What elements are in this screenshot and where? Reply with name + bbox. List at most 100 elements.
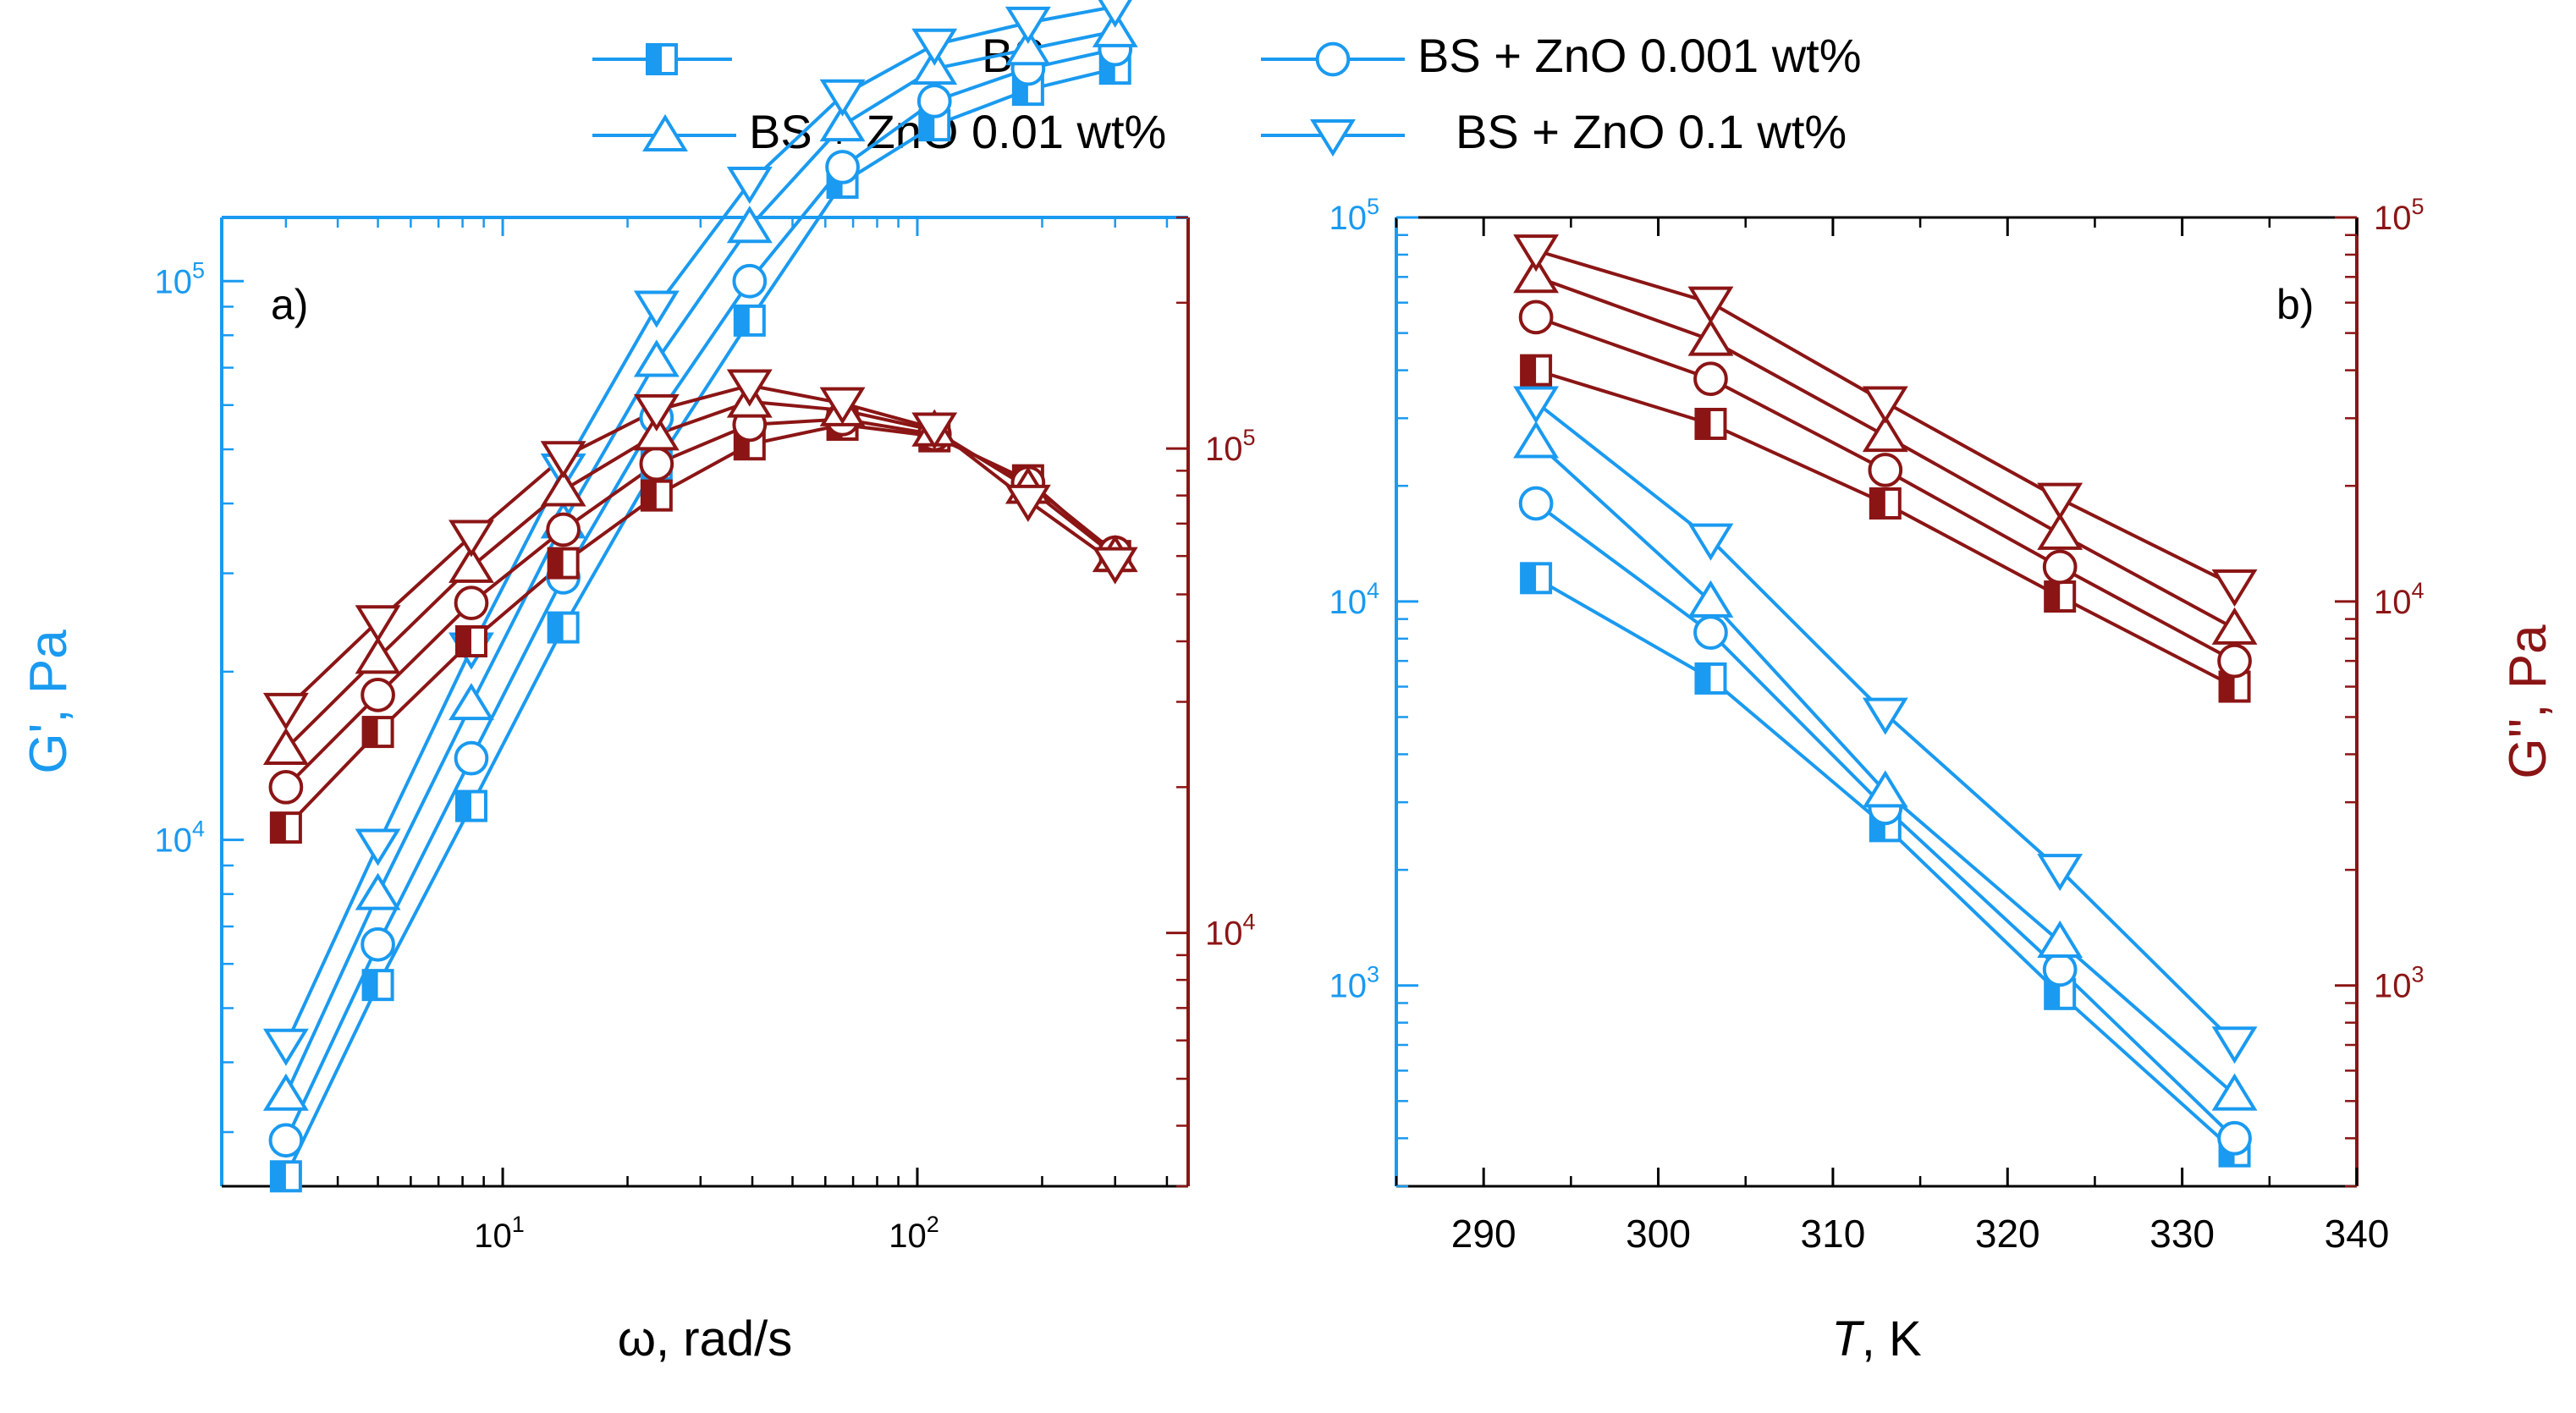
data-point-gdouble-bs-zno-0-001-wt	[1868, 453, 1903, 487]
data-point-gdouble-bs-zno-0-001-wt	[1518, 300, 1554, 335]
legend-entry-bs-zno-0-1-wt: BS + ZnO 0.1 wt%	[1261, 105, 1847, 158]
legend-label: BS + ZnO 0.1 wt%	[1456, 105, 1847, 158]
legend-label: BS + ZnO 0.001 wt%	[1417, 29, 1861, 82]
series-line-gprime-bs-zno-0-01-wt	[1534, 441, 2236, 1097]
series-line-gdouble-bs-zno-0-01-wt	[284, 399, 1116, 750]
x-tick-label: 310	[1801, 1212, 1866, 1256]
data-point-gdouble-bs-zno-0-1-wt	[540, 441, 586, 479]
x-axis-title: T, K	[1831, 1311, 1922, 1366]
left-y-tick-label: 103	[1329, 962, 1379, 1005]
data-point-gdouble-bs-zno-0-1-wt	[633, 393, 680, 432]
data-point-gprime-bs	[547, 611, 580, 644]
data-point-gdouble-bs-zno-0-1-wt	[262, 692, 309, 731]
left-y-tick-label: 104	[154, 816, 205, 860]
data-point-gprime-bs-zno-0-001-wt	[916, 84, 952, 118]
data-point-gprime-bs	[918, 109, 951, 142]
data-point-gprime-bs-zno-0-01-wt	[1687, 580, 1734, 618]
data-point-gdouble-bs-zno-0-01-wt	[1513, 256, 1560, 294]
left-y-tick-label: 105	[154, 257, 205, 300]
data-point-gdouble-bs-zno-0-01-wt	[2037, 512, 2083, 550]
data-point-gprime-bs	[361, 969, 394, 1002]
x-tick-label: 320	[1975, 1212, 2040, 1256]
data-point-gdouble-bs-zno-0-001-wt	[546, 512, 581, 547]
data-point-gprime-bs-zno-0-1-wt	[911, 28, 958, 66]
data-point-gprime-bs	[2044, 977, 2077, 1010]
data-point-gprime-bs-zno-0-1-wt	[819, 79, 866, 117]
panel-a: 101 102 104 105 104 105 a) ω, rad/s G', Pa	[19, 0, 1256, 1366]
data-point-gdouble-bs-zno-0-01-wt	[449, 545, 494, 583]
data-point-gdouble-bs-zno-0-1-wt	[1862, 386, 1908, 424]
data-point-gdouble-bs-zno-0-001-wt	[2217, 643, 2252, 679]
data-point-gprime-bs-zno-0-1-wt	[726, 166, 773, 205]
data-point-gprime-bs-zno-0-001-wt	[732, 263, 768, 299]
data-point-gdouble-bs-zno-0-01-wt	[1862, 414, 1908, 453]
data-point-gprime-bs	[1694, 662, 1727, 695]
data-point-gdouble-bs-zno-0-001-wt	[454, 586, 489, 621]
right-axis-title: G'', Pa	[2499, 624, 2557, 779]
data-point-gdouble-bs-zno-0-1-wt	[2037, 482, 2083, 520]
data-point-gprime-bs-zno-0-001-wt	[454, 740, 489, 776]
legend-marker-triangle-down	[1310, 119, 1356, 157]
data-point-gdouble-bs	[361, 716, 394, 749]
data-point-gprime-bs-zno-0-1-wt	[355, 828, 401, 866]
x-tick-label: 102	[889, 1212, 939, 1255]
legend-marker-triangle-up	[642, 113, 688, 151]
right-y-tick-label: 104	[1205, 910, 1256, 953]
data-point-gprime-bs	[269, 1160, 302, 1193]
data-point-gprime-bs-zno-0-01-wt	[1092, 9, 1138, 47]
data-point-gprime-bs-zno-0-001-wt	[2217, 1120, 2252, 1156]
data-point-gprime-bs-zno-0-01-wt	[262, 1073, 309, 1111]
data-point-gprime-bs-zno-0-01-wt	[633, 339, 680, 377]
data-point-gprime-bs	[454, 789, 487, 822]
data-point-gprime-bs-zno-0-01-wt	[355, 872, 401, 910]
data-point-gdouble-bs-zno-0-1-wt	[2211, 569, 2258, 608]
data-point-gdouble-bs-zno-0-01-wt	[1687, 318, 1734, 356]
data-point-gprime-bs-zno-0-01-wt	[2037, 920, 2083, 958]
data-point-gdouble-bs-zno-0-1-wt	[819, 387, 866, 425]
left-y-tick-label: 105	[1329, 194, 1379, 237]
panel-b: 290 300 310 320 330 340 103 104 105 103 104 105 b) T,…	[1329, 194, 2557, 1366]
series-line-gdouble-bs-zno-0-1-wt	[284, 383, 1116, 711]
data-point-gprime-bs-zno-0-1-wt	[2211, 1026, 2258, 1064]
data-point-gprime-bs-zno-0-01-wt	[819, 104, 866, 142]
legend-entry-bs-zno-0-001-wt: BS + ZnO 0.001 wt%	[1261, 29, 1861, 82]
data-point-gprime-bs-zno-0-01-wt	[1005, 28, 1051, 66]
data-point-gprime-bs-zno-0-1-wt	[1098, 0, 1132, 28]
x-tick-label: 290	[1451, 1212, 1516, 1256]
data-point-gdouble-bs	[1520, 354, 1553, 387]
data-point-gprime-bs-zno-0-001-wt	[2042, 952, 2078, 987]
x-axis-title: ω, rad/s	[618, 1311, 792, 1366]
x-tick-label: 340	[2325, 1212, 2390, 1256]
data-point-gprime-bs-zno-0-1-wt	[633, 290, 680, 328]
data-point-gdouble-bs-zno-0-1-wt	[449, 520, 494, 558]
x-tick-label: 300	[1626, 1212, 1691, 1256]
data-point-gprime-bs-zno-0-1-wt	[262, 1028, 309, 1066]
series-line-gprime-bs-zno-0-01-wt	[284, 29, 1116, 1096]
data-point-gdouble-bs-zno-0-001-wt	[268, 769, 304, 805]
data-point-gprime-bs-zno-0-1-wt	[1513, 386, 1560, 424]
data-point-gprime-bs-zno-0-1-wt	[1005, 6, 1051, 44]
left-y-tick-label: 104	[1329, 578, 1379, 621]
data-point-gprime-bs-zno-0-1-wt	[1862, 697, 1908, 735]
data-point-gdouble-bs-zno-0-01-wt	[2211, 607, 2258, 645]
data-point-gdouble-bs-zno-0-01-wt	[355, 636, 401, 674]
data-point-gprime-bs-zno-0-01-wt	[449, 683, 494, 721]
data-point-gdouble-bs-zno-0-1-wt	[1687, 286, 1734, 324]
data-point-gdouble-bs-zno-0-001-wt	[639, 446, 674, 481]
data-point-gprime-bs	[1520, 562, 1553, 595]
data-point-gdouble-bs-zno-0-1-wt	[355, 605, 401, 643]
legend-label: BS + ZnO 0.01 wt%	[749, 105, 1166, 158]
data-point-gdouble-bs-zno-0-01-wt	[540, 469, 586, 507]
data-point-gprime-bs-zno-0-01-wt	[2211, 1073, 2258, 1111]
data-point-gdouble-bs-zno-0-1-wt	[1005, 484, 1051, 523]
panel-label: a)	[271, 281, 308, 328]
data-point-gdouble-bs-zno-0-001-wt	[2042, 549, 2078, 585]
data-point-gdouble-bs-zno-0-1-wt	[1513, 234, 1560, 272]
legend-marker-circle	[1315, 41, 1351, 77]
data-point-gdouble-bs	[547, 547, 580, 580]
data-point-gprime-bs-zno-0-001-wt	[1693, 615, 1728, 650]
panel-label: b)	[2276, 281, 2314, 328]
data-point-gdouble-bs-zno-0-001-wt	[1693, 361, 1728, 397]
